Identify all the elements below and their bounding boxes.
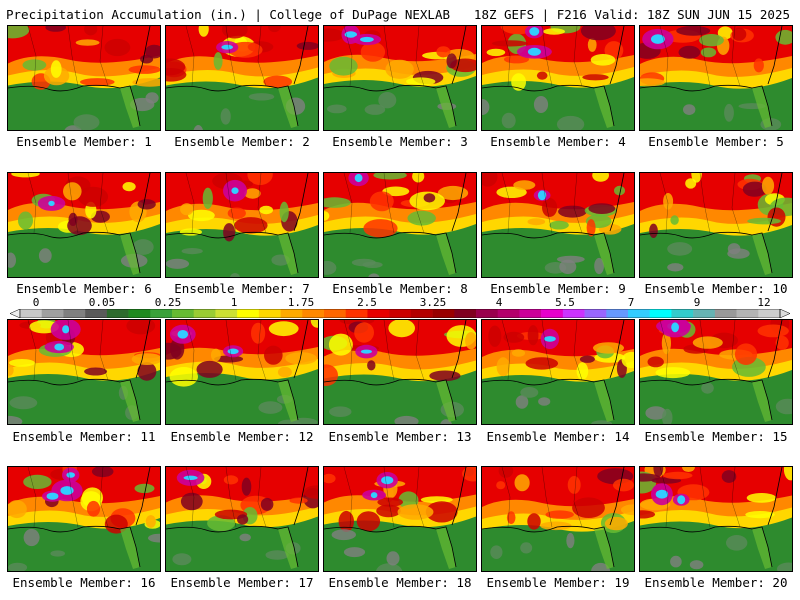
- ensemble-member-label: Ensemble Member: 6: [16, 281, 152, 296]
- colorbar-tick-label: 3.25: [419, 296, 447, 309]
- ensemble-member-map: [165, 25, 319, 131]
- colorbar-tick-labels: 0 0.05 0.25 1 1.75 2.5 3.25 4 5.5 7 9 12: [0, 296, 800, 310]
- ensemble-member-label: Ensemble Member: 19: [486, 575, 630, 590]
- ensemble-member-label: Ensemble Member: 3: [332, 134, 468, 149]
- ensemble-member-map: [481, 25, 635, 131]
- ensemble-member-label: Ensemble Member: 10: [644, 281, 788, 296]
- ensemble-member-label: Ensemble Member: 12: [170, 429, 314, 444]
- map-title: Precipitation Accumulation (in.) | Colle…: [6, 7, 451, 22]
- ensemble-member-map: [323, 466, 477, 572]
- ensemble-member-map: [323, 319, 477, 425]
- ensemble-member-label: Ensemble Member: 20: [644, 575, 788, 590]
- ensemble-member-map: [639, 319, 793, 425]
- ensemble-member-map: [481, 466, 635, 572]
- colorbar-tick-label: 4: [495, 296, 503, 309]
- ensemble-member-label: Ensemble Member: 17: [170, 575, 314, 590]
- ensemble-member-map: [481, 172, 635, 278]
- ensemble-member-map: [639, 466, 793, 572]
- ensemble-member-map: [639, 172, 793, 278]
- ensemble-member-label: Ensemble Member: 11: [12, 429, 156, 444]
- ensemble-member-map: [165, 172, 319, 278]
- ensemble-member-label: Ensemble Member: 2: [174, 134, 310, 149]
- colorbar: [10, 309, 790, 318]
- ensemble-member-label: Ensemble Member: 7: [174, 281, 310, 296]
- ensemble-member-label: Ensemble Member: 1: [16, 134, 152, 149]
- ensemble-member-label: Ensemble Member: 8: [332, 281, 468, 296]
- ensemble-member-label: Ensemble Member: 4: [490, 134, 626, 149]
- ensemble-member-label: Ensemble Member: 5: [648, 134, 784, 149]
- ensemble-member-label: Ensemble Member: 13: [328, 429, 472, 444]
- colorbar-tick-label: 12: [757, 296, 771, 309]
- run-valid-time: 18Z GEFS | F216 Valid: 18Z SUN JUN 15 20…: [473, 7, 790, 22]
- colorbar-tick-label: 1: [230, 296, 238, 309]
- colorbar-tick-label: 2.5: [357, 296, 377, 309]
- ensemble-member-map: [639, 25, 793, 131]
- ensemble-member-label: Ensemble Member: 14: [486, 429, 630, 444]
- ensemble-member-label: Ensemble Member: 9: [490, 281, 626, 296]
- colorbar-tick-label: 0.25: [154, 296, 182, 309]
- ensemble-member-map: [7, 172, 161, 278]
- ensemble-member-map: [323, 25, 477, 131]
- ensemble-member-map: [7, 25, 161, 131]
- colorbar-tick-label: 1.75: [287, 296, 315, 309]
- ensemble-member-map: [481, 319, 635, 425]
- ensemble-member-label: Ensemble Member: 16: [12, 575, 156, 590]
- ensemble-member-map: [165, 319, 319, 425]
- ensemble-member-map: [7, 466, 161, 572]
- colorbar-tick-label: 5.5: [555, 296, 575, 309]
- ensemble-member-map: [7, 319, 161, 425]
- colorbar-tick-label: 0: [32, 296, 40, 309]
- colorbar-tick-label: 0.05: [88, 296, 116, 309]
- ensemble-member-label: Ensemble Member: 18: [328, 575, 472, 590]
- colorbar-tick-label: 7: [627, 296, 635, 309]
- ensemble-member-map: [323, 172, 477, 278]
- ensemble-member-label: Ensemble Member: 15: [644, 429, 788, 444]
- ensemble-member-map: [165, 466, 319, 572]
- colorbar-tick-label: 9: [693, 296, 701, 309]
